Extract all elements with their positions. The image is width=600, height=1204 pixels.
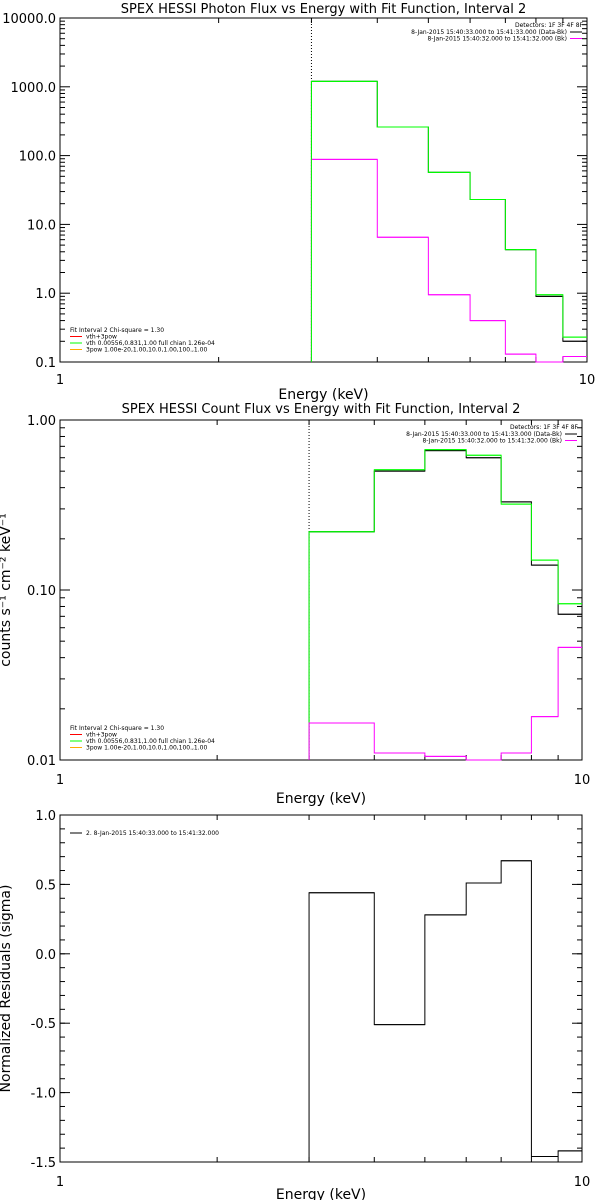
x-tick-label: 10 (574, 773, 591, 788)
fit-legend-entry: vth+3pow (86, 732, 117, 739)
chart-panel-1: SPEX HESSI Photon Flux vs Energy with Fi… (2, 2, 595, 403)
legend-header: Detectors: 1F 3F 4F 8F (515, 22, 584, 29)
plot-frame (59, 419, 583, 761)
fit-legend-header: Fit Interval 2 Chi-square = 1.30 (70, 725, 164, 732)
x-tick-label: 10 (579, 373, 596, 388)
series-line-2 (308, 449, 582, 760)
y-tick-label: -0.5 (31, 1017, 56, 1032)
x-tick-label: 1 (56, 1175, 64, 1190)
x-tick-label: 10 (574, 1175, 591, 1190)
y-tick-label: 10.0 (27, 218, 56, 233)
fit-legend-entry: vth+3pow (86, 334, 117, 341)
y-tick-label: 1.0 (35, 809, 56, 824)
fit-legend-entry: vth 0.00556,0.831,1.00 full chian 1.26e-… (86, 738, 215, 745)
series-line-2 (310, 158, 587, 363)
x-tick-label: 1 (56, 773, 64, 788)
y-tick-label: 0.01 (27, 754, 56, 769)
legend-entry: 2. 8-Jan-2015 15:40:33.000 to 15:41:32.0… (86, 830, 219, 837)
y-tick-label: 1000.0 (11, 81, 57, 96)
x-axis-label: Energy (keV) (278, 387, 368, 403)
y-axis-label: counts s⁻¹ cm⁻² keV⁻¹ (0, 513, 14, 667)
y-tick-label: 1.0 (35, 287, 56, 302)
plot-frame (59, 17, 588, 363)
y-tick-label: 0.1 (35, 356, 56, 371)
series-line-1 (308, 860, 582, 1162)
series-line-1 (308, 450, 582, 760)
chart-title: SPEX HESSI Photon Flux vs Energy with Fi… (121, 2, 527, 17)
x-axis-label: Energy (keV) (276, 1187, 366, 1200)
fit-legend-entry: vth 0.00556,0.831,1.00 full chian 1.26e-… (86, 340, 215, 347)
y-tick-label: 0.0 (35, 948, 56, 963)
fit-legend-entry: 3pow 1.00e-20,1.00,10.0,1.00,100.,1.00 (86, 347, 207, 354)
x-tick-label: 1 (56, 373, 64, 388)
legend-entry: 8-Jan-2015 15:40:32.000 to 15:41:32.000 … (422, 438, 562, 445)
legend-entry: 8-Jan-2015 15:40:32.000 to 15:41:32.000 … (427, 36, 567, 43)
y-tick-label: 100.0 (19, 150, 56, 165)
y-tick-label: 0.5 (35, 878, 56, 893)
legend-entry: 8-Jan-2015 15:40:33.000 to 15:41:33.000 … (411, 29, 567, 36)
x-axis-label: Energy (keV) (276, 791, 366, 807)
y-tick-label: 0.10 (27, 584, 56, 599)
y-tick-label: -1.5 (31, 1156, 56, 1171)
series-line-1 (310, 80, 587, 362)
plot-frame (59, 814, 583, 1163)
chart-panel-2: SPEX HESSI Count Flux vs Energy with Fit… (0, 402, 590, 807)
y-axis-label: Normalized Residuals (sigma) (0, 885, 14, 1093)
legend-header: Detectors: 1F 3F 4F 8F (510, 424, 579, 431)
fit-legend-header: Fit Interval 2 Chi-square = 1.30 (70, 327, 164, 334)
fit-legend-entry: 3pow 1.00e-20,1.00,10.0,1.00,100.,1.00 (86, 745, 207, 752)
legend-entry: 8-Jan-2015 15:40:33.000 to 15:41:33.000 … (406, 431, 562, 438)
y-tick-label: 10000.0 (2, 12, 56, 27)
series-line-3 (308, 646, 582, 761)
y-tick-label: -1.0 (31, 1087, 56, 1102)
chart-panel-3: 1 10 -1.5 -1.0 -0.5 0.0 0.5 1.0 Energy (keV) Norm… (0, 809, 591, 1203)
y-tick-label: 1.00 (27, 414, 56, 429)
chart-title: SPEX HESSI Count Flux vs Energy with Fit… (122, 402, 521, 417)
series-line-3 (310, 80, 587, 362)
